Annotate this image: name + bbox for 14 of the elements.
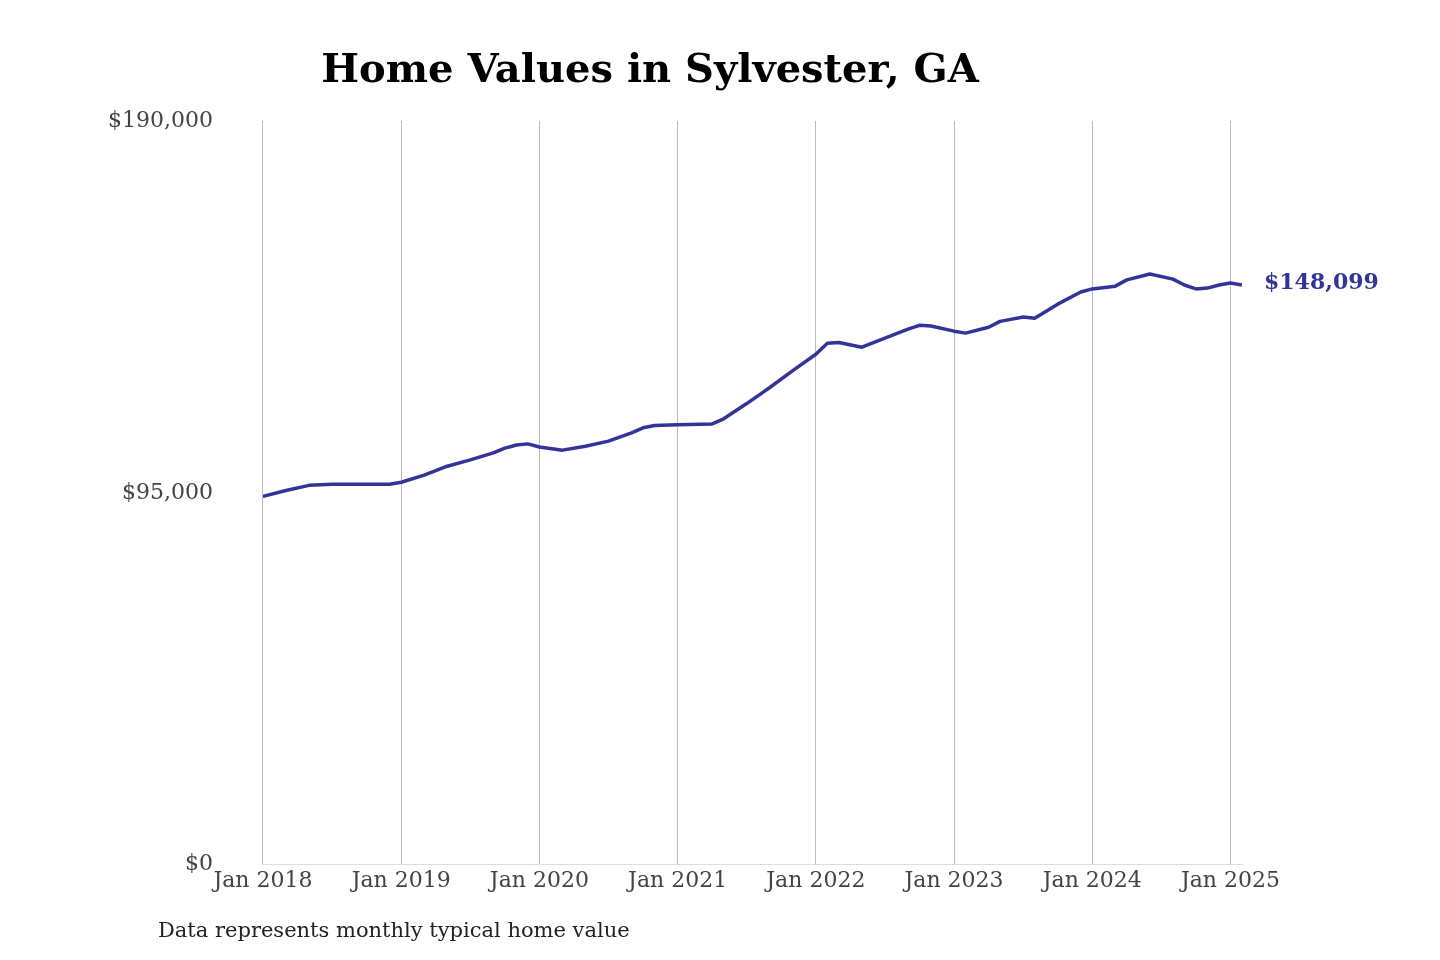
x-tick-label: Jan 2019: [349, 866, 451, 892]
x-tick-label: Jan 2020: [487, 866, 589, 892]
y-tick-label: $95,000: [121, 478, 213, 504]
x-tick-label: Jan 2018: [211, 866, 313, 892]
x-tick-label: Jan 2025: [1178, 866, 1281, 892]
annotation: $148,099: [1264, 267, 1379, 294]
y-tick-label: $190,000: [107, 106, 213, 132]
text: Data represents monthly typical home value: [158, 917, 630, 942]
y-tick-label: $0: [184, 850, 213, 876]
x-tick-label: Jan 2021: [626, 866, 728, 892]
x-tick-label: Jan 2024: [1040, 866, 1142, 892]
x-tick-label: Jan 2022: [764, 866, 866, 892]
chart-title: Home Values in Sylvester, GA: [321, 44, 980, 92]
x-tick-label: Jan 2023: [902, 866, 1004, 892]
